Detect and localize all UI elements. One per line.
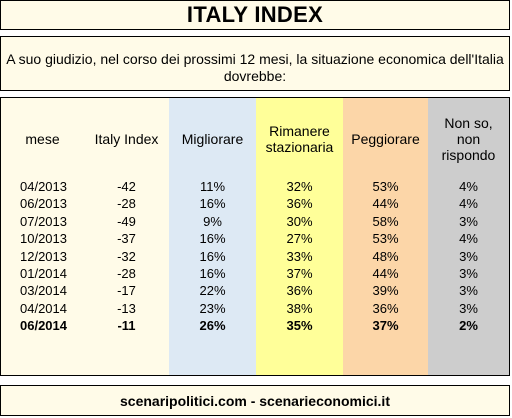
column-peggiorare: Peggiorare 53% 44% 58% 53% 48% 44% 39% 36% 37% — [343, 98, 428, 375]
table-cell: 16% — [199, 248, 226, 264]
footer-panel: scenaripolitici.com - scenarieconomici.i… — [0, 385, 510, 416]
header-mese: mese — [25, 131, 60, 147]
table-cell: 04/2014 — [20, 300, 67, 316]
table-cell: 58% — [372, 213, 399, 229]
header-rimanere-stazionaria: Rimanere stazionaria — [265, 123, 334, 155]
table-cell: 2% — [459, 318, 478, 334]
table-cell: 32% — [286, 179, 313, 194]
table-cell: -28 — [117, 265, 136, 281]
table-cell: 10/2013 — [20, 231, 67, 247]
table-cell: 36% — [286, 196, 313, 212]
table-cell: 22% — [199, 283, 226, 299]
question-panel: A suo giudizio, nel corso dei prossimi 1… — [0, 36, 510, 91]
question-text: A suo giudizio, nel corso dei prossimi 1… — [6, 51, 504, 84]
table-cell: 12/2013 — [20, 248, 67, 264]
table-cell: 37% — [372, 318, 399, 334]
table-cell: 48% — [372, 248, 399, 264]
rows-non-so: 4% 4% 3% 4% 3% 3% 3% 3% 2% — [428, 178, 509, 335]
table-cell: 9% — [203, 213, 222, 229]
table-cell: 3% — [459, 265, 478, 281]
table-cell: 06/2013 — [20, 196, 67, 212]
table-cell: 16% — [199, 231, 226, 247]
table-cell: 53% — [372, 231, 399, 247]
table-cell: 37% — [286, 265, 313, 281]
table-cell: 39% — [372, 283, 399, 299]
page-title: ITALY INDEX — [186, 2, 324, 27]
table-cell: -49 — [117, 213, 136, 229]
table-cell: -42 — [117, 179, 136, 194]
table-cell: 23% — [199, 300, 226, 316]
table-cell: 4% — [459, 179, 478, 194]
table-cell: 53% — [372, 179, 399, 194]
column-italy-index: Italy Index -42 -28 -49 -37 -32 -28 -17 -13 -11 — [84, 98, 169, 375]
rows-mese: 04/2013 06/2013 07/2013 10/2013 12/2013 01/20… — [1, 178, 84, 335]
footer-credits: scenaripolitici.com - scenarieconomici.i… — [120, 392, 390, 409]
table-cell: 27% — [286, 231, 313, 247]
table-cell: 06/2014 — [20, 318, 67, 334]
table-cell: -37 — [117, 231, 136, 247]
table-cell: 3% — [459, 248, 478, 264]
table-cell: 01/2014 — [20, 265, 67, 281]
table-cell: 4% — [459, 231, 478, 247]
table-cell: -28 — [117, 196, 136, 212]
table-cell: 16% — [199, 265, 226, 281]
table-cell: -13 — [117, 300, 136, 316]
table-cell: -32 — [117, 248, 136, 264]
table-cell: 07/2013 — [20, 213, 67, 229]
table-cell: 44% — [372, 265, 399, 281]
header-italy-index: Italy Index — [94, 131, 159, 147]
column-rimanere-stazionaria: Rimanere stazionaria 32% 36% 30% 27% 33% 37% 3… — [256, 98, 343, 375]
table-cell: 4% — [459, 196, 478, 212]
table-cell: 38% — [286, 300, 313, 316]
table-cell: 3% — [459, 283, 478, 299]
header-peggiorare: Peggiorare — [351, 131, 420, 147]
table-cell: 03/2014 — [20, 283, 67, 299]
table-cell: 11% — [199, 179, 226, 194]
column-non-so: Non so, non rispondo 4% 4% 3% 4% 3% 3% 3% 3% 2% — [428, 98, 509, 375]
table-cell: 44% — [372, 196, 399, 212]
table-cell: 3% — [459, 213, 478, 229]
table-cell: -11 — [117, 318, 136, 334]
column-migliorare: Migliorare 11% 16% 9% 16% 16% 16% 22% 23% 26% — [169, 98, 256, 375]
header-migliorare: Migliorare — [181, 131, 244, 147]
table-cell: -17 — [117, 283, 136, 299]
table-cell: 35% — [286, 318, 313, 334]
rows-rimanere-stazionaria: 32% 36% 30% 27% 33% 37% 36% 38% 35% — [256, 178, 343, 335]
table-cell: 04/2013 — [20, 179, 67, 194]
table-cell: 16% — [199, 196, 226, 212]
table-cell: 33% — [286, 248, 313, 264]
table-cell: 36% — [286, 283, 313, 299]
rows-peggiorare: 53% 44% 58% 53% 48% 44% 39% 36% 37% — [343, 178, 428, 335]
table-cell: 36% — [372, 300, 399, 316]
rows-migliorare: 11% 16% 9% 16% 16% 16% 22% 23% 26% — [169, 178, 256, 335]
column-mese: mese 04/2013 06/2013 07/2013 10/2013 12/2013… — [1, 98, 84, 375]
table-cell: 26% — [199, 318, 226, 334]
table-cell: 3% — [459, 300, 478, 316]
table-cell: 30% — [286, 213, 313, 229]
title-panel: ITALY INDEX — [0, 0, 510, 30]
data-table: mese 04/2013 06/2013 07/2013 10/2013 12/2013… — [0, 97, 510, 376]
header-non-so: Non so, non rispondo — [441, 115, 496, 163]
rows-italy-index: -42 -28 -49 -37 -32 -28 -17 -13 -11 — [84, 178, 169, 335]
